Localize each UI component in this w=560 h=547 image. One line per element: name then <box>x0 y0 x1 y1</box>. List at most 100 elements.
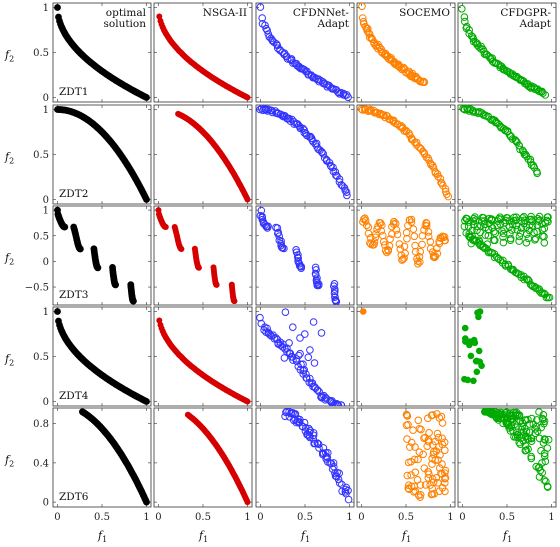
data-point <box>332 297 341 305</box>
series-points <box>184 411 251 506</box>
data-point <box>428 460 436 468</box>
x-axis-label: f1 <box>401 529 411 544</box>
data-point <box>438 440 447 449</box>
x-tick-label: 1 <box>244 512 250 523</box>
data-point <box>294 251 302 259</box>
data-point <box>433 429 442 438</box>
data-point <box>289 356 297 364</box>
data-point <box>372 230 380 238</box>
data-point <box>364 229 373 238</box>
data-point <box>94 264 102 272</box>
data-point <box>438 470 446 478</box>
data-point <box>541 91 550 99</box>
column-title: NSGA-II <box>203 7 247 19</box>
data-point <box>162 224 169 230</box>
series-points <box>481 408 553 491</box>
data-point <box>462 338 469 345</box>
data-point <box>323 83 331 91</box>
y-tick-label: 0.4 <box>33 458 49 469</box>
data-point <box>506 234 515 243</box>
data-point <box>473 41 482 49</box>
column-title: SOCEMO <box>399 7 450 19</box>
panel-zdt6-col-3: 0 0.5 1 f1 <box>356 407 456 544</box>
data-point <box>428 475 437 483</box>
data-point <box>527 454 536 463</box>
data-point <box>543 216 551 225</box>
data-point <box>522 238 531 247</box>
data-point <box>143 94 150 101</box>
data-point <box>341 186 350 195</box>
data-point <box>319 150 328 158</box>
data-point <box>285 339 293 347</box>
row-label: ZDT1 <box>59 86 88 98</box>
data-point <box>334 401 343 406</box>
data-point <box>535 212 544 221</box>
panel-zdt4-col-1 <box>153 306 253 407</box>
data-point <box>540 449 549 458</box>
data-point <box>475 347 483 355</box>
data-point <box>481 231 490 239</box>
y-tick-label: 0 <box>43 397 49 408</box>
row-label: ZDT2 <box>59 188 88 200</box>
data-point <box>541 457 550 466</box>
data-point <box>342 489 350 498</box>
data-point <box>54 308 61 315</box>
data-point <box>402 228 411 237</box>
series-points <box>358 3 429 86</box>
data-point <box>415 252 424 261</box>
data-point <box>513 269 521 277</box>
data-point <box>545 293 554 302</box>
data-point <box>491 236 499 245</box>
data-point <box>441 479 449 487</box>
data-point <box>403 471 412 480</box>
data-point <box>310 359 319 367</box>
data-point <box>533 416 541 424</box>
data-point <box>436 174 445 183</box>
panel-frame <box>457 104 557 205</box>
data-point <box>531 425 540 433</box>
data-point <box>329 399 338 406</box>
y-axis-label: f2 <box>4 454 14 469</box>
data-point <box>477 222 485 230</box>
data-point <box>403 435 411 443</box>
data-point <box>415 448 424 457</box>
data-point <box>533 427 542 436</box>
data-point <box>400 254 408 262</box>
data-point <box>231 298 238 305</box>
data-point <box>398 256 406 264</box>
data-point <box>303 374 311 382</box>
data-point <box>518 422 526 431</box>
data-point <box>244 94 251 101</box>
x-axis-label: f1 <box>198 529 208 544</box>
data-point <box>272 40 281 48</box>
panel-frame <box>457 306 557 407</box>
data-point <box>288 115 296 124</box>
data-point <box>440 438 449 447</box>
data-point <box>521 442 530 450</box>
panel-frame <box>52 104 152 205</box>
data-point <box>436 451 444 459</box>
data-point <box>414 260 422 268</box>
data-point <box>331 293 339 301</box>
y-tick-label: 0.5 <box>33 48 49 59</box>
data-point <box>526 280 535 289</box>
data-point <box>314 440 323 449</box>
data-point <box>539 89 547 97</box>
data-point <box>464 376 472 384</box>
data-point <box>531 234 540 243</box>
data-point <box>405 481 413 490</box>
y-tick-label: 1 <box>43 105 49 116</box>
data-point <box>482 244 491 253</box>
y-axis-label: f2 <box>4 151 14 166</box>
data-point <box>384 246 392 254</box>
data-point <box>313 439 322 448</box>
series-points <box>256 3 352 102</box>
data-point <box>306 433 314 442</box>
x-tick-label: 0 <box>155 512 161 523</box>
data-point <box>342 188 351 196</box>
x-tick-label: 1 <box>548 512 554 523</box>
series-points <box>54 106 150 203</box>
data-point <box>523 230 531 238</box>
series-points <box>256 206 341 305</box>
data-point <box>442 190 451 198</box>
